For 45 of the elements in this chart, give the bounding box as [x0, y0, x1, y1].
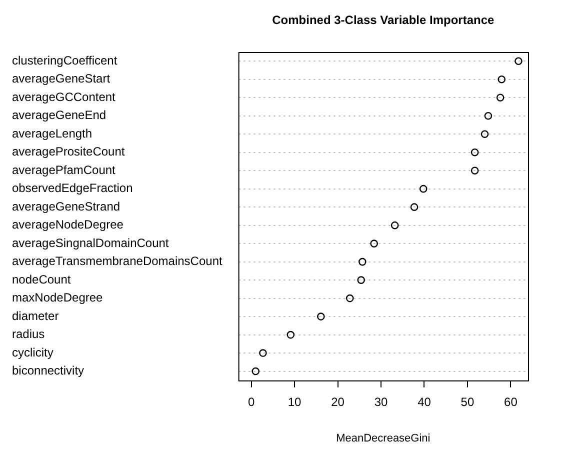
point [496, 94, 504, 102]
y-tick-label: averageGeneEnd [12, 108, 106, 122]
y-tick-label: maxNodeDegree [12, 290, 104, 305]
y-tick-label: averageGCContent [12, 90, 116, 104]
y-tick-label: cyclicity [12, 345, 54, 360]
point [317, 312, 325, 320]
y-tick-label: averageTransmembraneDomainsCount [12, 254, 223, 268]
point [514, 57, 522, 66]
point [498, 75, 506, 84]
point [358, 258, 366, 266]
y-tick-label: observedEdgeFraction [12, 181, 133, 196]
point [484, 112, 492, 120]
y-tick-label: diameter [12, 308, 59, 323]
x-axis-title: MeanDecreaseGini [336, 432, 430, 444]
point [252, 367, 260, 376]
x-tick-label: 40 [418, 394, 432, 409]
y-tick-label: averageLength [12, 126, 92, 140]
point [357, 276, 366, 284]
y-tick-label: averageGeneStart [12, 72, 111, 86]
chart-title: Combined 3-Class Variable Importance [272, 13, 495, 27]
y-tick-label: nodeCount [12, 272, 72, 286]
point [419, 184, 428, 193]
y-tick-label: averageSingnalDomainCount [12, 236, 170, 250]
x-tick-label: 30 [374, 394, 388, 409]
point [259, 349, 267, 357]
point [470, 166, 479, 174]
y-tick-label: averageNodeDegree [12, 218, 124, 232]
point [470, 148, 479, 156]
x-tick-label: 50 [460, 394, 474, 409]
y-tick-label: averagePrositeCount [12, 144, 126, 159]
x-tick-label: 10 [288, 394, 302, 409]
x-tick-label: 0 [248, 394, 255, 409]
point [390, 221, 399, 230]
y-tick-label: averageGeneStrand [12, 199, 120, 214]
y-tick-label: biconnectivity [12, 364, 84, 378]
y-tick-label: clusteringCoefficent [12, 53, 118, 68]
point [346, 294, 354, 302]
x-tick-label: 60 [504, 394, 518, 409]
x-tick-label: 20 [331, 394, 345, 409]
point [480, 130, 489, 138]
point [410, 203, 418, 211]
y-tick-label: radius [12, 327, 45, 342]
y-tick-label: averagePfamCount [12, 162, 116, 177]
point [370, 240, 378, 248]
point [286, 330, 295, 339]
